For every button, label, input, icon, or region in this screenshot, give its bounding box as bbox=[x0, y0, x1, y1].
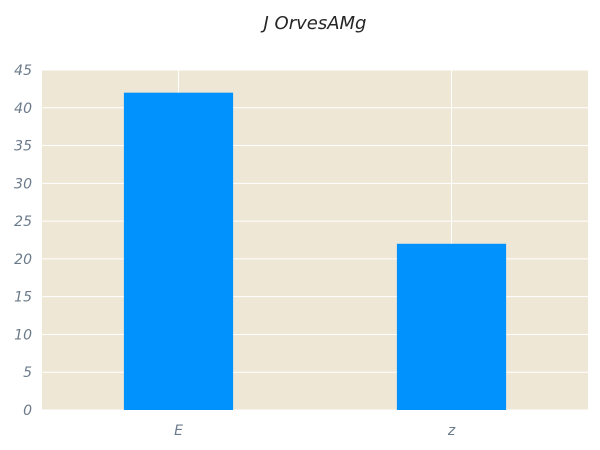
x-tick-label: z bbox=[447, 423, 456, 439]
y-tick-label: 45 bbox=[14, 63, 32, 79]
y-tick-label: 40 bbox=[14, 101, 32, 117]
y-tick-label: 0 bbox=[23, 403, 32, 419]
y-tick-label: 20 bbox=[14, 252, 32, 268]
x-tick-label: E bbox=[174, 423, 183, 439]
y-tick-label: 10 bbox=[14, 327, 32, 343]
y-tick-label: 5 bbox=[23, 365, 32, 381]
bar-z bbox=[397, 244, 506, 410]
y-tick-label: 15 bbox=[14, 290, 32, 306]
y-tick-label: 25 bbox=[14, 214, 32, 230]
y-axis-ticks: 0 5 10 15 20 25 30 35 40 45 bbox=[14, 63, 32, 419]
chart-title: J OrvesAMg bbox=[261, 13, 367, 34]
bar-E bbox=[124, 93, 233, 410]
y-tick-label: 30 bbox=[14, 176, 32, 192]
y-tick-label: 35 bbox=[14, 139, 32, 155]
